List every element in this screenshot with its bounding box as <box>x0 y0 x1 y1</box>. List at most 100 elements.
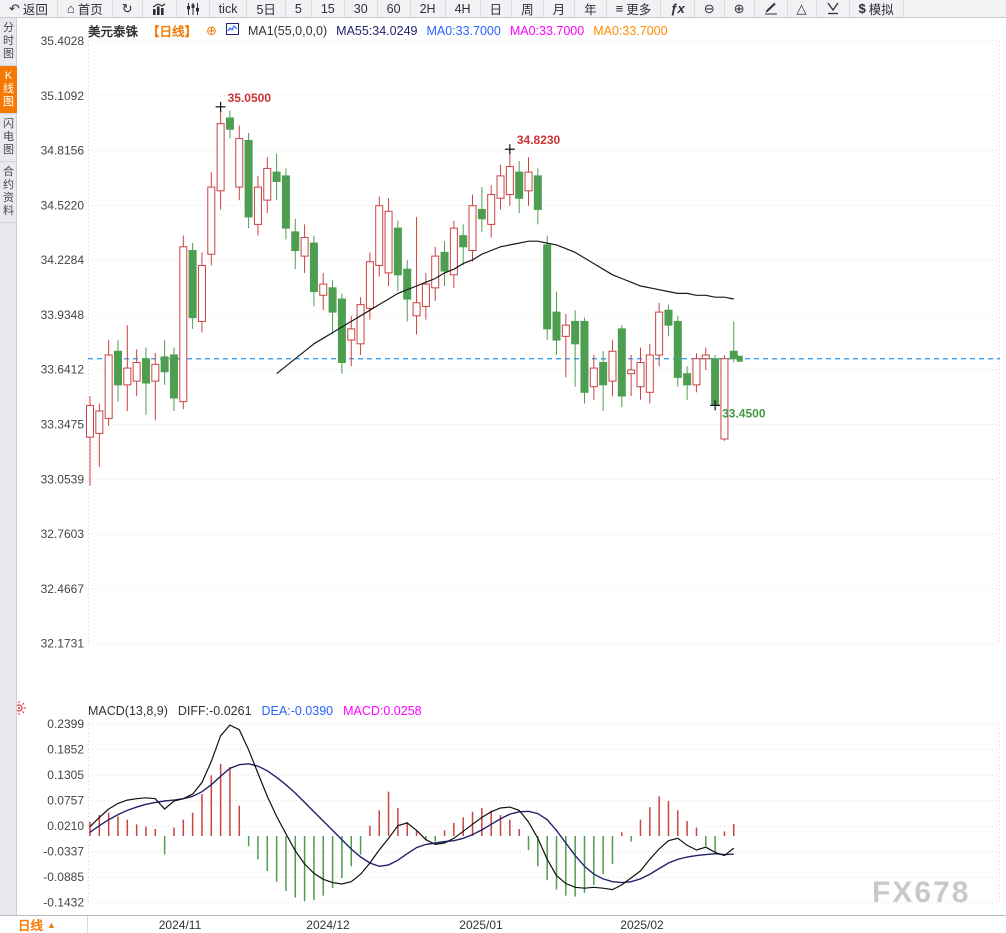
candle[interactable] <box>673 315 682 387</box>
candle[interactable] <box>664 304 673 337</box>
sidebar-tab-lightning-chart[interactable]: 闪电图 <box>0 114 17 162</box>
candle[interactable] <box>487 185 496 238</box>
candle[interactable] <box>356 297 365 356</box>
candle[interactable] <box>421 272 430 320</box>
candle[interactable] <box>207 172 216 266</box>
candle[interactable] <box>235 125 244 201</box>
toolbar-btn-indicator-fx[interactable]: ƒx <box>661 0 695 17</box>
toolbar-btn-zoom-in[interactable]: ⊕ <box>725 0 755 17</box>
toolbar-btn-more[interactable]: ≡ 更多 <box>607 0 662 17</box>
candle[interactable] <box>188 243 197 329</box>
candle[interactable] <box>580 317 589 404</box>
candle[interactable] <box>300 224 309 273</box>
candle[interactable] <box>95 403 104 467</box>
symbol-name[interactable]: 美元泰铢 <box>88 25 139 39</box>
candle[interactable] <box>468 194 477 262</box>
candle[interactable] <box>477 187 486 232</box>
candle[interactable] <box>552 291 561 356</box>
candle[interactable] <box>263 157 272 214</box>
toolbar-btn-period-4h[interactable]: 4H <box>446 0 481 17</box>
candle[interactable] <box>104 340 113 426</box>
candle[interactable] <box>627 355 636 397</box>
toolbar-btn-triangle-up[interactable]: △ <box>788 0 817 17</box>
sidebar-tab-time-chart[interactable]: 分时图 <box>0 18 17 66</box>
sidebar-tab-kline-chart[interactable]: K线图 <box>0 66 17 114</box>
period-tag[interactable]: 【日线】 <box>147 25 198 39</box>
candle[interactable] <box>459 224 468 266</box>
toolbar-btn-period-month[interactable]: 月 <box>544 0 576 17</box>
toolbar-btn-sim-trade[interactable]: $ 模拟 <box>850 0 904 17</box>
candle[interactable] <box>524 157 533 206</box>
candle[interactable] <box>328 280 337 335</box>
sidebar-tab-contract-info[interactable]: 合约资料 <box>0 162 17 223</box>
candle[interactable] <box>403 259 412 322</box>
candle[interactable] <box>384 198 393 286</box>
toolbar-btn-period-tick[interactable]: tick <box>210 0 248 17</box>
candle[interactable] <box>692 353 701 393</box>
candle[interactable] <box>496 164 505 210</box>
candle[interactable] <box>365 252 374 320</box>
candle[interactable] <box>132 349 141 397</box>
candle[interactable] <box>608 340 617 397</box>
period-selector-label[interactable]: 日线 <box>18 919 44 933</box>
toolbar-btn-zoom-out[interactable]: ⊖ <box>695 0 725 17</box>
candle[interactable] <box>347 315 356 367</box>
candle[interactable] <box>169 347 178 411</box>
candle[interactable] <box>683 366 692 400</box>
candle[interactable] <box>337 293 346 374</box>
candle[interactable] <box>515 160 524 214</box>
candle[interactable] <box>113 340 122 402</box>
candle[interactable] <box>291 218 300 270</box>
toolbar-btn-period-week[interactable]: 周 <box>512 0 544 17</box>
candle[interactable] <box>393 220 402 292</box>
candle[interactable] <box>645 343 654 404</box>
toolbar-btn-chart-type-bars[interactable] <box>143 0 177 17</box>
toolbar-btn-home[interactable]: ⌂ 首页 <box>58 0 113 17</box>
candle[interactable] <box>729 321 738 363</box>
candle[interactable] <box>281 168 290 240</box>
candle[interactable] <box>141 347 150 415</box>
toolbar-btn-period-60[interactable]: 60 <box>378 0 411 17</box>
candle[interactable] <box>179 235 188 410</box>
toolbar-btn-period-year[interactable]: 年 <box>575 0 607 17</box>
candle[interactable] <box>543 235 552 341</box>
candle[interactable] <box>431 246 440 301</box>
candle[interactable] <box>655 302 664 367</box>
candle[interactable] <box>440 241 449 286</box>
candle[interactable] <box>253 175 262 236</box>
candle[interactable] <box>375 196 384 277</box>
candle[interactable] <box>636 347 645 400</box>
toolbar-btn-period-day[interactable]: 日 <box>481 0 513 17</box>
candle[interactable] <box>533 168 542 225</box>
candle[interactable] <box>151 353 160 421</box>
toolbar-btn-triangle-down[interactable] <box>817 0 850 17</box>
candle[interactable] <box>272 153 281 201</box>
candle[interactable] <box>216 106 225 210</box>
candle[interactable] <box>225 110 234 139</box>
toolbar-btn-period-5[interactable]: 5 <box>286 0 312 17</box>
candle[interactable] <box>412 216 421 335</box>
toolbar-btn-period-2h[interactable]: 2H <box>411 0 446 17</box>
toolbar-btn-period-5d[interactable]: 5日 <box>247 0 286 17</box>
candle[interactable] <box>197 252 206 333</box>
candle[interactable] <box>449 220 458 288</box>
toolbar-btn-refresh[interactable]: ↻ <box>113 0 143 17</box>
candle[interactable] <box>720 355 729 441</box>
candle[interactable] <box>701 347 710 370</box>
candle[interactable] <box>309 235 318 307</box>
candle[interactable] <box>589 355 598 400</box>
candle[interactable] <box>599 351 608 411</box>
candle[interactable] <box>86 396 94 486</box>
toolbar-btn-period-30[interactable]: 30 <box>345 0 378 17</box>
candle[interactable] <box>160 340 169 385</box>
toolbar-btn-draw[interactable] <box>755 0 788 17</box>
mini-chart-icon[interactable] <box>225 23 239 38</box>
candle[interactable] <box>617 325 626 408</box>
add-indicator-icon[interactable]: ⊕ <box>206 22 217 38</box>
candle[interactable] <box>319 272 328 311</box>
toolbar-btn-period-15[interactable]: 15 <box>312 0 345 17</box>
candle[interactable] <box>123 325 132 411</box>
candle[interactable] <box>571 310 580 387</box>
candle[interactable] <box>505 149 514 206</box>
candle[interactable] <box>561 313 570 378</box>
